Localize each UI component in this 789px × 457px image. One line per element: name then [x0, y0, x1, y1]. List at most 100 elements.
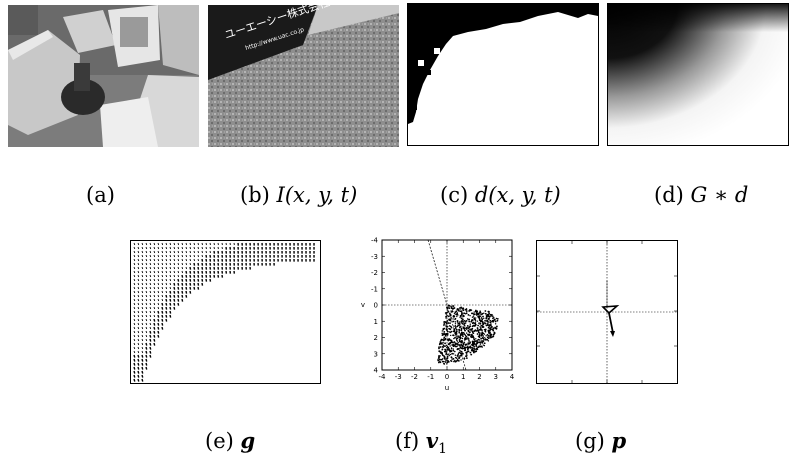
field-arrow [133, 306, 136, 310]
field-arrow [169, 246, 172, 250]
field-arrow [141, 294, 144, 298]
scatter-point [463, 358, 466, 360]
field-arrow [141, 290, 144, 294]
scatter-point [487, 335, 490, 337]
scatter-point [476, 340, 478, 342]
scatter-point [463, 315, 465, 318]
scatter-point [472, 331, 474, 334]
scatter-point [454, 324, 457, 326]
field-arrow [169, 262, 172, 266]
scatter-point [478, 315, 481, 318]
field-arrow [133, 310, 136, 314]
scatter-point [458, 356, 461, 359]
field-arrow [145, 294, 148, 298]
scatter-point [460, 327, 463, 330]
field-arrow [181, 298, 184, 302]
caption-a-letter: (a) [86, 183, 115, 207]
field-arrow [161, 326, 164, 330]
field-arrow [173, 250, 176, 254]
field-arrow [133, 354, 136, 358]
caption-e: (e) g [205, 428, 255, 453]
scatter-point [478, 333, 481, 336]
scatter-point [485, 324, 487, 327]
scatter-point [448, 354, 450, 357]
scatter-point [480, 333, 483, 336]
field-arrow [197, 274, 200, 278]
field-arrow [141, 338, 144, 342]
scatter-point [446, 357, 449, 360]
scatter-point [491, 315, 493, 317]
scatter-point [454, 317, 457, 320]
field-arrow [145, 266, 148, 270]
field-arrow [149, 326, 152, 330]
field-arrow [145, 354, 148, 358]
field-arrow [149, 334, 152, 338]
field-arrow [133, 350, 136, 354]
scatter-point [441, 360, 444, 363]
field-arrow [141, 250, 144, 254]
scatter-point [478, 322, 481, 324]
field-arrow [177, 266, 180, 270]
field-arrow [141, 354, 144, 358]
scatter-point [439, 341, 442, 343]
x-tick-label: 0 [445, 373, 449, 381]
scatter-point [457, 309, 460, 312]
field-arrow [141, 374, 144, 378]
scatter-point [438, 343, 441, 346]
field-arrow [169, 306, 172, 310]
scatter-point [470, 328, 473, 331]
field-arrow [153, 266, 156, 270]
scatter-point [479, 315, 482, 317]
scatter-point [454, 336, 456, 339]
scatter-point [445, 324, 447, 326]
scatter-point [473, 322, 475, 325]
scatter-point [477, 329, 479, 332]
field-arrow [137, 358, 140, 362]
scatter-point [466, 324, 469, 327]
scatter-point [448, 304, 451, 307]
field-arrow [169, 290, 172, 294]
scatter-point [447, 315, 450, 318]
field-arrow [165, 250, 168, 254]
scatter-point [469, 309, 472, 312]
scatter-point [440, 342, 443, 345]
field-arrow [137, 274, 140, 278]
scatter-point [442, 344, 445, 347]
field-arrow [133, 366, 136, 370]
scatter-point [457, 342, 460, 344]
scatter-point [465, 322, 467, 324]
scatter-point [489, 315, 492, 317]
scatter-point [487, 337, 490, 340]
scatter-point [475, 314, 478, 316]
field-arrow [153, 338, 156, 342]
caption-d: (d) G ∗ d [654, 183, 748, 207]
scatter-point [448, 325, 451, 327]
scatter-point [454, 356, 457, 359]
scatter-point [446, 329, 448, 331]
scatter-point [468, 320, 471, 323]
field-arrow [153, 298, 156, 302]
plot-f-xlabel: u [445, 384, 449, 392]
scatter-point [479, 323, 481, 325]
x-tick-label: 2 [477, 373, 481, 381]
field-arrow [161, 306, 164, 310]
field-arrow [181, 254, 184, 258]
scatter-point [457, 324, 459, 326]
scatter-point [441, 352, 443, 355]
field-arrow [137, 286, 140, 290]
scatter-point [453, 315, 456, 317]
scatter-point [493, 316, 495, 319]
field-arrow [181, 282, 184, 286]
scatter-point [468, 339, 470, 342]
scatter-point [461, 341, 464, 343]
field-arrow [133, 254, 136, 258]
scatter-point [456, 337, 459, 340]
scatter-point [482, 336, 484, 338]
field-arrow [189, 254, 191, 258]
scatter-point [455, 360, 458, 362]
scatter-point [441, 332, 443, 335]
scatter-point [453, 337, 455, 340]
scatter-point [477, 314, 479, 316]
scatter-point [492, 327, 495, 329]
scatter-point [444, 356, 446, 358]
